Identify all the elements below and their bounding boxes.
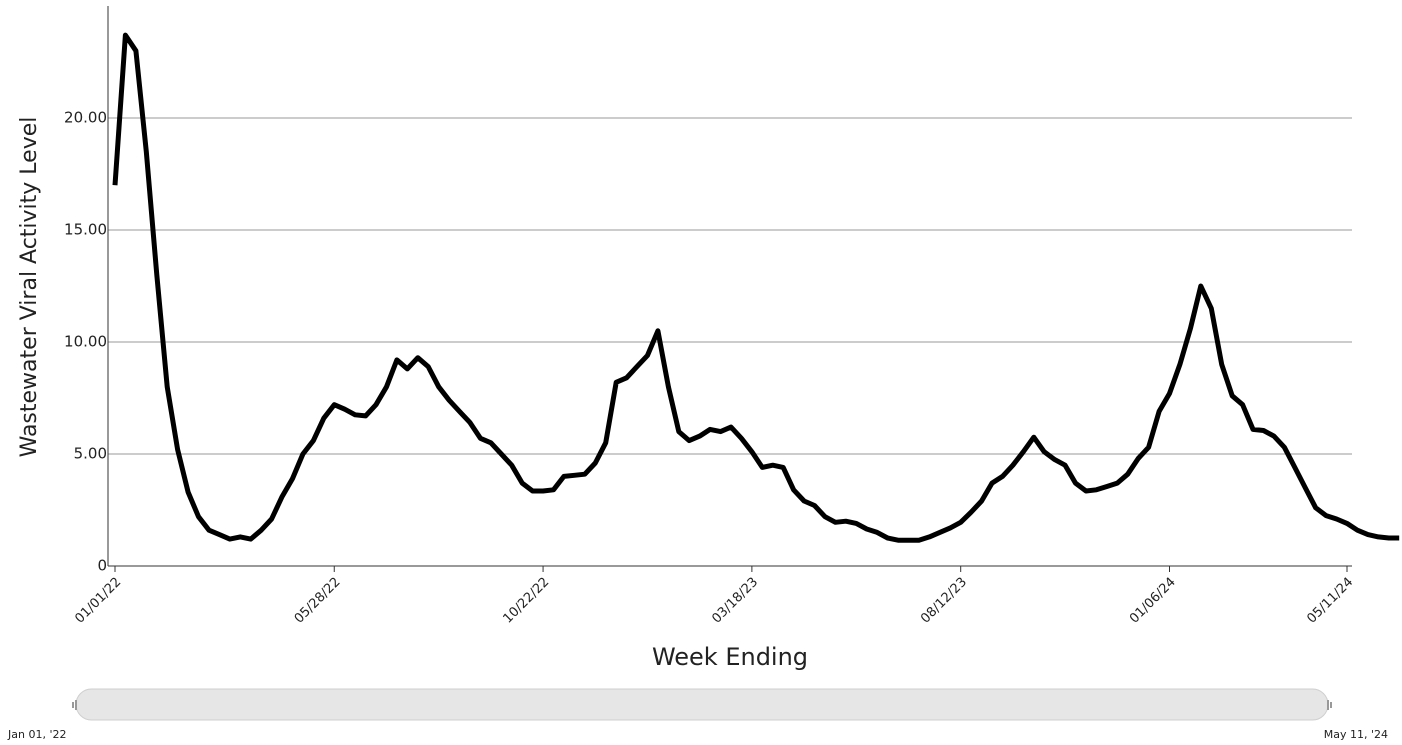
x-tick-label: 10/22/22 — [500, 575, 552, 627]
y-tick-label: 10.00 — [64, 333, 107, 351]
data-line — [112, 32, 1400, 543]
x-tick-label: 01/01/22 — [72, 575, 124, 627]
x-tick-label: 05/11/24 — [1304, 575, 1356, 627]
x-tick-label: 05/28/22 — [292, 575, 344, 627]
x-tick-label: 08/12/23 — [918, 575, 970, 627]
y-tick-label: 20.00 — [64, 109, 107, 127]
x-tick-label: 01/06/24 — [1127, 575, 1179, 627]
x-tick-label: 03/18/23 — [709, 575, 761, 627]
y-tick-label: 5.00 — [74, 445, 107, 463]
navigator-start: Jan 01, '22 — [7, 728, 66, 741]
navigator-handle-left[interactable] — [72, 700, 77, 710]
navigator-end: May 11, '24 — [1324, 728, 1388, 741]
x-axis-title: Week Ending — [652, 643, 808, 671]
y-axis-title: Wastewater Viral Activity Level — [17, 117, 42, 458]
navigator-track[interactable] — [75, 688, 1329, 721]
y-tick-label: 15.00 — [64, 221, 107, 239]
y-tick-label: 0 — [97, 557, 107, 575]
navigator-handle-right[interactable] — [1327, 700, 1332, 710]
